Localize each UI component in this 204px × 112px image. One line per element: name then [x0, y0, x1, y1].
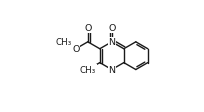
Text: N: N	[108, 65, 115, 74]
Text: O: O	[72, 45, 80, 54]
Text: O: O	[108, 24, 115, 33]
Text: N: N	[108, 38, 115, 47]
Text: CH₃: CH₃	[56, 38, 72, 47]
Text: CH₃: CH₃	[80, 65, 96, 74]
Text: O: O	[84, 24, 91, 33]
